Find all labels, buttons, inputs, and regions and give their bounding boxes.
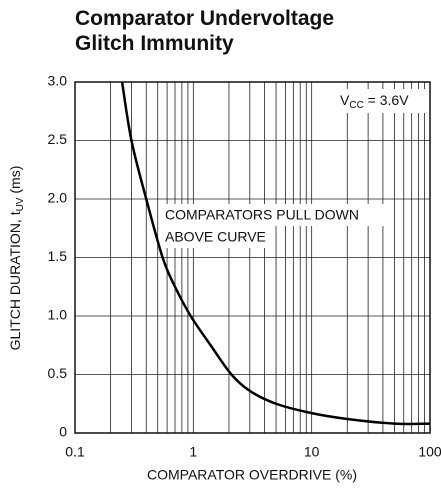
x-tick-label: 100 xyxy=(418,444,441,460)
chart-title: Comparator Undervoltage xyxy=(75,7,334,30)
y-tick-label: 2.5 xyxy=(48,131,68,147)
annotation-bg xyxy=(161,226,273,248)
y-tick-label: 1.0 xyxy=(48,307,68,323)
y-axis-label: GLITCH DURATION, tUV (ms) xyxy=(7,166,26,351)
annotation-part: = 3.6V xyxy=(364,92,409,108)
x-tick-label: 1 xyxy=(189,444,197,460)
annotation-bg xyxy=(161,204,389,226)
y-tick-label: 1.5 xyxy=(48,248,68,264)
y-tick-label: 0 xyxy=(59,424,67,440)
annotation-part: V xyxy=(340,92,350,108)
y-tick-label: 0.5 xyxy=(48,365,68,381)
plot-frame xyxy=(74,81,431,434)
annotation: ABOVE CURVE xyxy=(165,229,266,245)
annotation-part: CC xyxy=(349,100,363,111)
y-tick-label: 3.0 xyxy=(48,73,68,89)
x-tick-label: 0.1 xyxy=(65,444,85,460)
annotation: VCC = 3.6V xyxy=(340,92,409,111)
x-axis-label: COMPARATOR OVERDRIVE (%) xyxy=(147,467,357,483)
annotation-bg xyxy=(333,89,425,113)
y-tick-label: 2.0 xyxy=(48,190,68,206)
x-tick-label: 10 xyxy=(304,444,320,460)
chart-title: Glitch Immunity xyxy=(75,32,234,55)
line xyxy=(120,81,431,426)
annotation: COMPARATORS PULL DOWN xyxy=(165,207,359,223)
